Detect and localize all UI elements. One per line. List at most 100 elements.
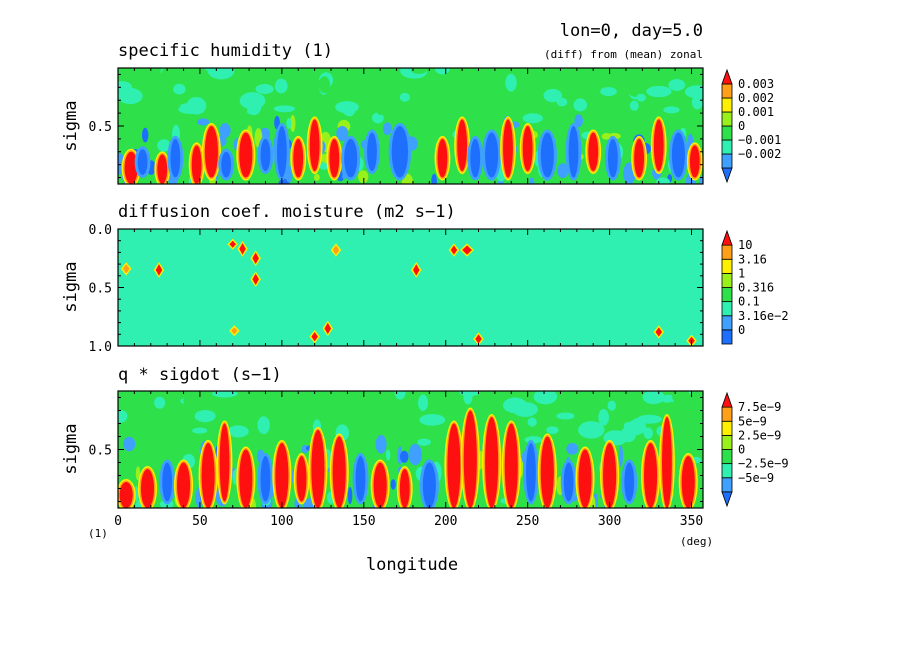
anomaly-core xyxy=(296,456,307,502)
anomaly-core xyxy=(671,132,685,178)
y-tick-label: 0.0 xyxy=(89,223,112,238)
anomaly-core xyxy=(311,430,325,508)
colorbar-label: 0.1 xyxy=(738,295,760,309)
field-patch xyxy=(543,88,563,103)
colorbar-label: 0 xyxy=(738,119,745,133)
anomaly-core xyxy=(260,138,271,172)
colorbar-segment xyxy=(721,301,733,317)
field-patch xyxy=(546,426,559,434)
field-patch xyxy=(118,87,143,105)
diffusion-spot xyxy=(324,322,332,335)
field-patch xyxy=(527,417,537,427)
colorbar-label: 0.001 xyxy=(738,105,774,119)
field-patch xyxy=(194,409,216,423)
field-patch xyxy=(347,486,353,505)
field-patch xyxy=(668,78,686,91)
x-tick-label: 0 xyxy=(114,514,122,529)
diffusion-spot xyxy=(155,264,163,276)
qsigdot-colorbar: 7.5e−95e−92.5e−90−2.5e−9−5e−9 xyxy=(721,391,789,508)
anomaly-core xyxy=(329,138,340,178)
figure-subtitle: (diff) from (mean) zonal xyxy=(544,48,703,61)
anomaly-core xyxy=(624,462,635,502)
diffusion-spot xyxy=(412,264,420,276)
diffusion-panel: 0.0 0.5 1.0 xyxy=(89,223,704,355)
field-patch xyxy=(435,68,450,75)
field-patch xyxy=(661,401,684,415)
field-patch xyxy=(684,407,703,420)
field-patch xyxy=(418,394,429,412)
y-tick-label: 1.0 xyxy=(89,340,112,355)
field-patch xyxy=(399,92,411,102)
anomaly-core xyxy=(689,145,700,178)
colorbar-segment xyxy=(721,272,733,288)
x-tick-label: 300 xyxy=(598,514,621,529)
colorbar-label: 7.5e−9 xyxy=(738,400,781,414)
anomaly-core xyxy=(157,154,168,184)
field-patch xyxy=(684,85,703,99)
field-patch xyxy=(661,394,676,404)
anomaly-core xyxy=(485,417,499,508)
colorbar-segment xyxy=(721,167,733,184)
colorbar-segment xyxy=(721,449,733,465)
x-axis-label: longitude xyxy=(366,555,458,575)
anomaly-core xyxy=(457,119,468,172)
anomaly-core xyxy=(578,449,592,508)
colorbar-segment xyxy=(721,391,733,408)
colorbar-segment xyxy=(721,287,733,303)
panel-1-ylabel: sigma xyxy=(61,100,81,151)
field-patch xyxy=(399,450,409,463)
diffusion-spot xyxy=(332,245,340,255)
field-patch xyxy=(122,391,150,398)
field-patch xyxy=(371,112,384,124)
field-patch xyxy=(399,109,421,122)
field-patch xyxy=(529,177,535,184)
field-patch xyxy=(385,449,391,461)
anomaly-core xyxy=(563,462,574,502)
field-patch xyxy=(239,92,266,110)
anomaly-core xyxy=(140,469,155,508)
field-patch xyxy=(204,68,225,72)
anomaly-core xyxy=(644,443,658,508)
colorbar-label: −0.001 xyxy=(738,133,781,147)
field-patch xyxy=(318,76,330,94)
field-patch xyxy=(273,105,295,113)
anomaly-core xyxy=(373,462,387,508)
anomaly-core xyxy=(309,119,320,172)
anomaly-core xyxy=(634,138,645,178)
colorbar-segment xyxy=(721,139,733,155)
field-patch xyxy=(618,445,624,467)
diffusion-spot xyxy=(475,334,482,344)
field-patch xyxy=(642,391,665,405)
field-patch xyxy=(375,391,401,401)
colorbar-label: 5e−9 xyxy=(738,414,767,428)
panel-1-title: specific humidity (1) xyxy=(118,41,333,61)
anomaly-core xyxy=(447,423,461,508)
y-tick-label: 0.5 xyxy=(89,444,112,459)
panel-background xyxy=(118,229,703,346)
field-patch xyxy=(573,98,588,112)
colorbar-label: 0 xyxy=(738,323,745,337)
anomaly-core xyxy=(204,125,218,178)
field-patch xyxy=(219,123,231,138)
colorbar-label: −0.002 xyxy=(738,147,781,161)
field-patch xyxy=(505,73,517,92)
anomaly-core xyxy=(422,462,436,508)
colorbar-segment xyxy=(721,258,733,274)
anomaly-core xyxy=(124,151,138,184)
colorbar-label: 2.5e−9 xyxy=(738,428,781,442)
field-patch xyxy=(197,118,210,126)
y-tick-label: 0.5 xyxy=(89,282,112,297)
anomaly-core xyxy=(201,443,215,508)
anomaly-core xyxy=(344,138,358,178)
field-patch xyxy=(408,443,422,466)
field-patch xyxy=(601,132,612,140)
field-patch xyxy=(545,68,560,83)
field-patch xyxy=(557,163,569,179)
field-patch xyxy=(163,406,172,420)
field-patch xyxy=(343,106,356,117)
colorbar-label: −2.5e−9 xyxy=(738,457,789,471)
field-patch xyxy=(186,97,207,115)
colorbar-segment xyxy=(721,463,733,479)
diffusion-spot xyxy=(229,240,236,248)
field-patch xyxy=(382,122,392,136)
